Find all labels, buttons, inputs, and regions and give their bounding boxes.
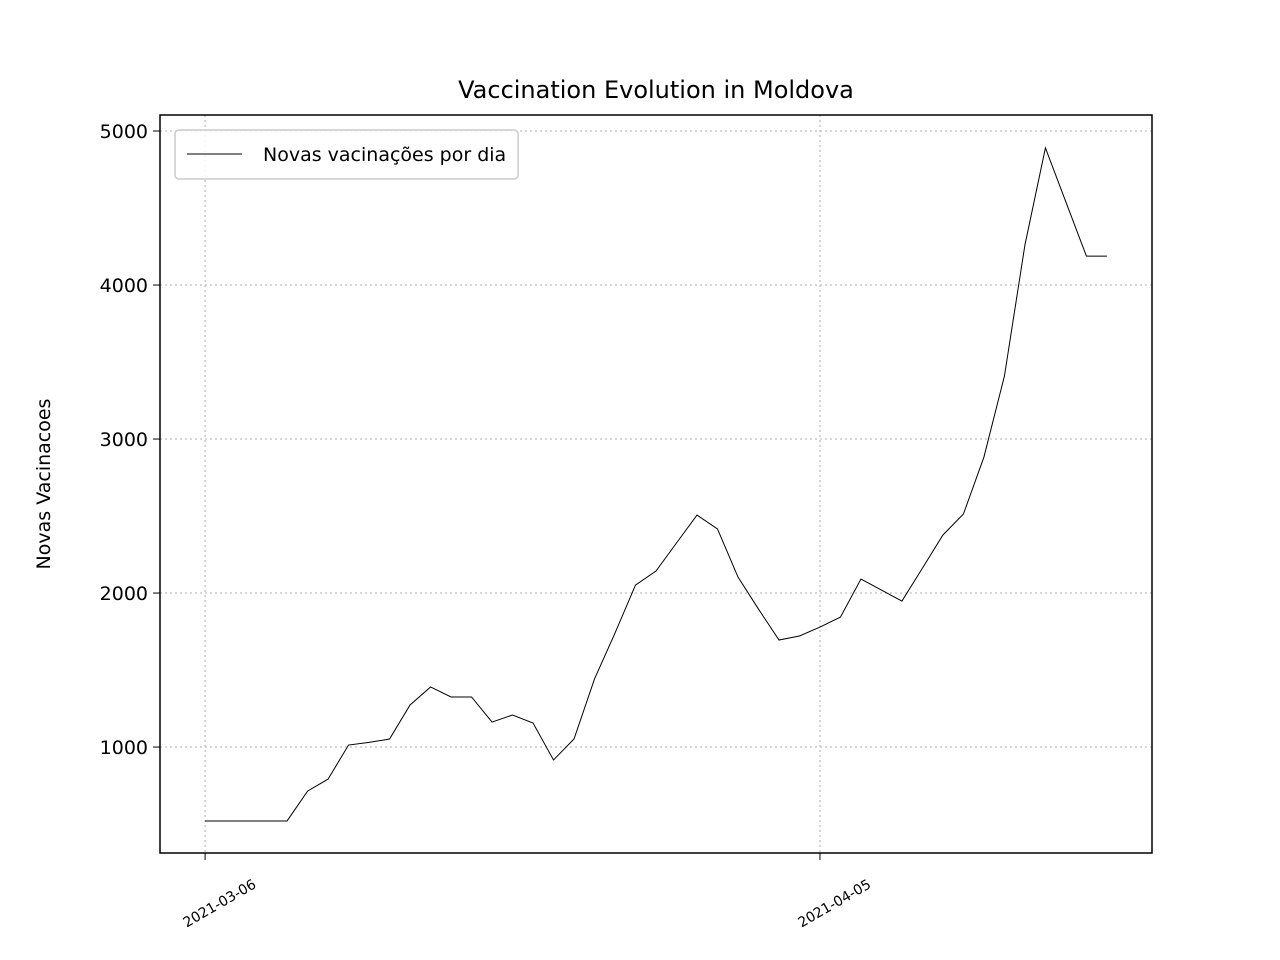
- y-tick-label: 5000: [100, 121, 148, 143]
- y-tick-label: 3000: [100, 429, 148, 451]
- legend: Novas vacinações por dia: [174, 129, 519, 180]
- y-tick-label: 2000: [100, 583, 148, 605]
- y-tick-label: 1000: [100, 737, 148, 759]
- legend-label: Novas vacinações por dia: [263, 144, 506, 166]
- y-tick-label: 4000: [100, 275, 148, 297]
- legend-box: [174, 129, 519, 180]
- chart-title: Vaccination Evolution in Moldova: [458, 76, 854, 104]
- plot-frame: [159, 114, 1153, 854]
- y-axis-label: Novas Vacinacoes: [33, 399, 55, 570]
- line-series: [205, 146, 1107, 822]
